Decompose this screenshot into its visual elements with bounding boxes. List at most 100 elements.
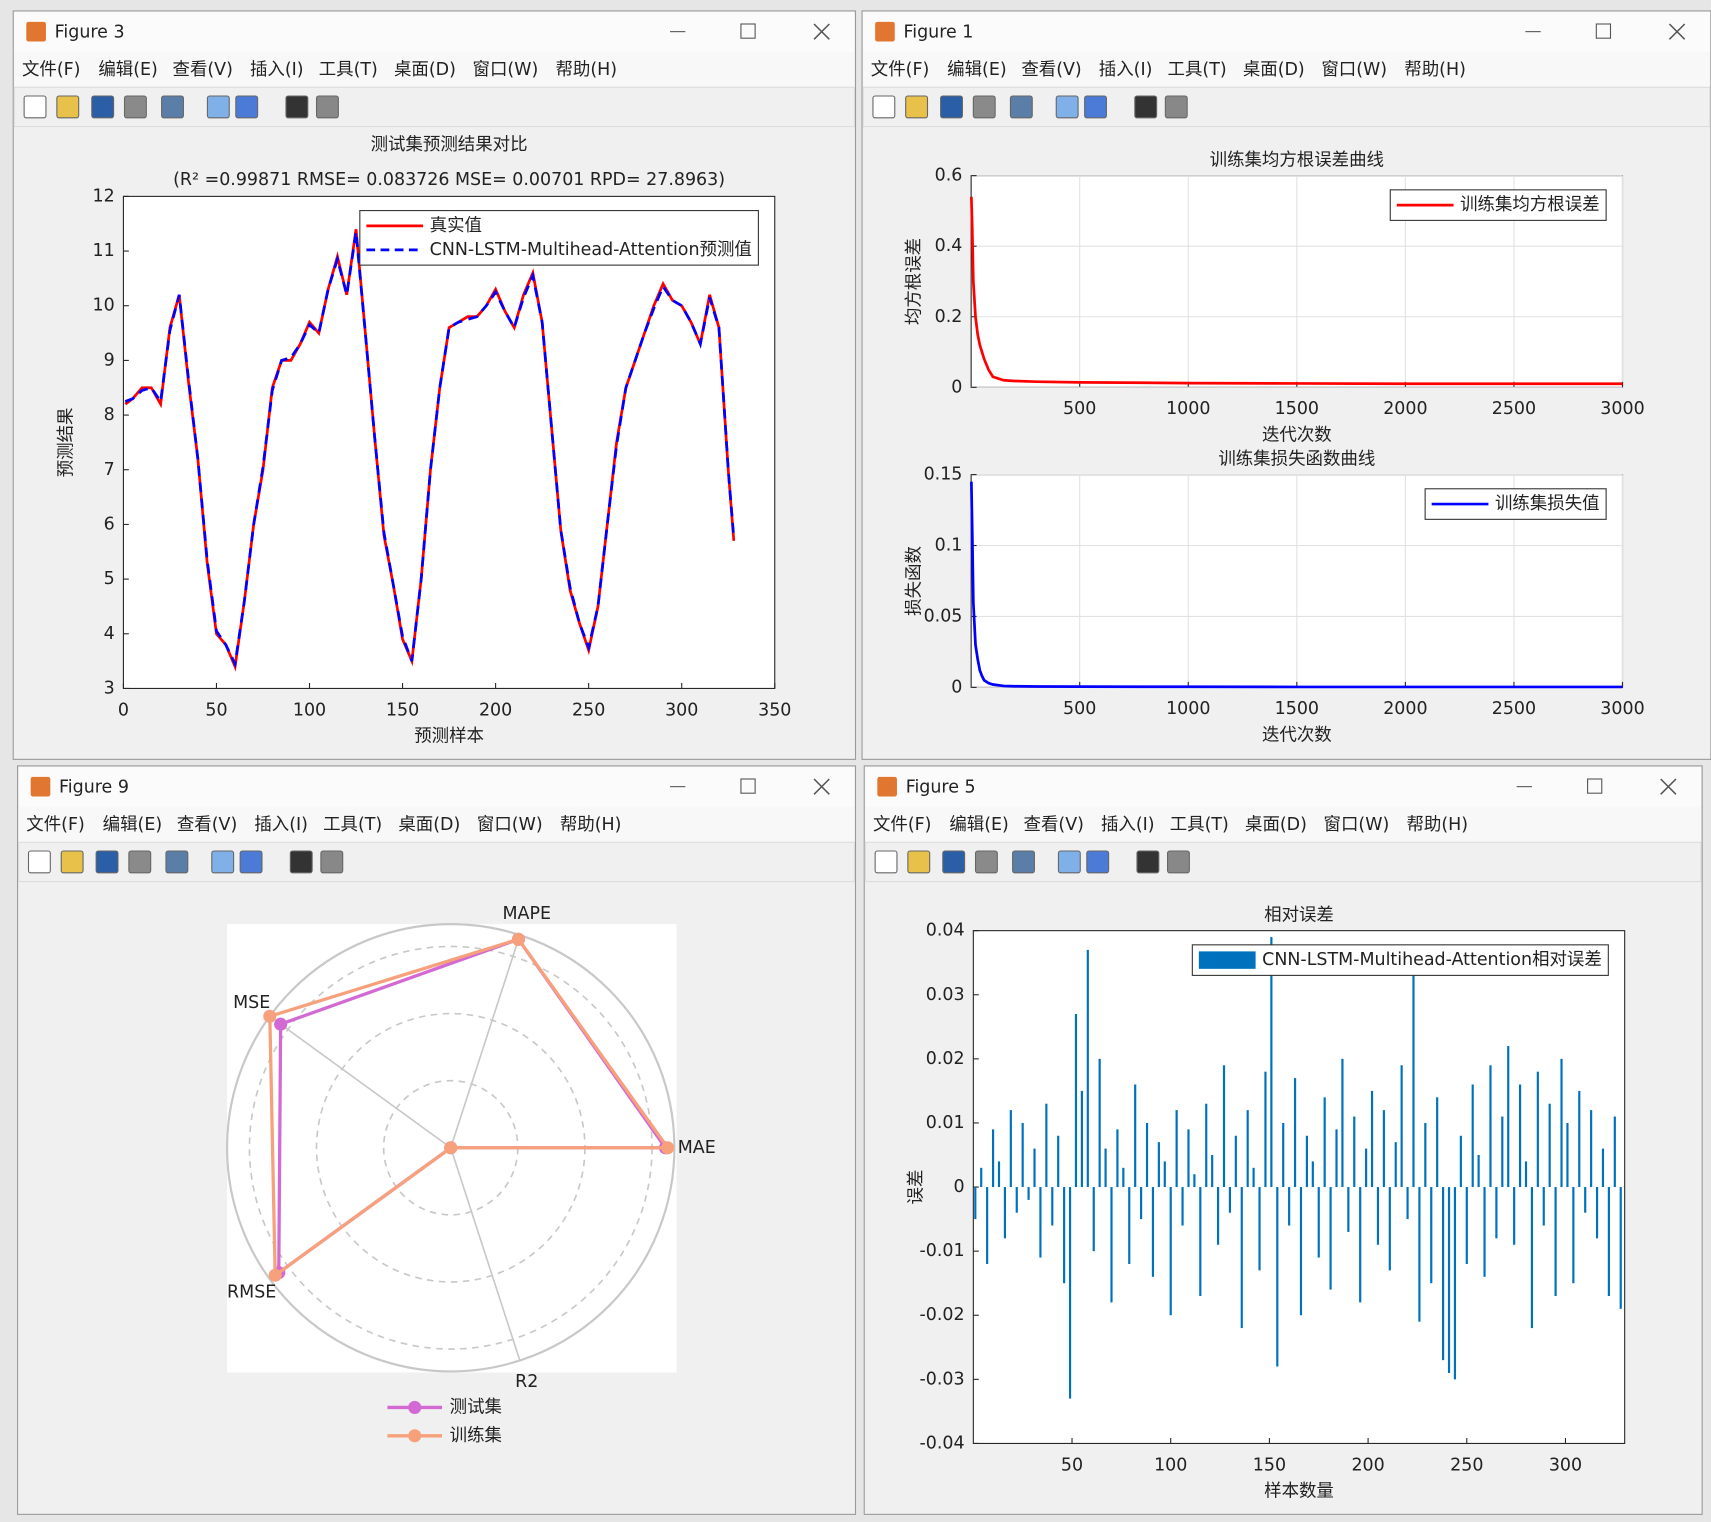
menu-item[interactable]: 帮助(H) — [555, 60, 617, 80]
toolbar-button[interactable] — [289, 850, 313, 874]
bar — [1140, 1187, 1143, 1220]
toolbar-button[interactable] — [1134, 95, 1158, 119]
toolbar-button[interactable] — [1009, 95, 1033, 119]
menu-item[interactable]: 工具(T) — [323, 815, 382, 835]
bar — [1252, 1167, 1255, 1188]
toolbar-button[interactable] — [165, 850, 189, 874]
toolbar-button[interactable] — [206, 95, 230, 119]
menu-item[interactable]: 窗口(W) — [477, 815, 543, 835]
toolbar-button[interactable] — [56, 95, 80, 119]
maximize-button[interactable] — [740, 778, 756, 794]
bar — [997, 1161, 1001, 1188]
toolbar-button[interactable] — [872, 95, 896, 119]
toolbar-button[interactable] — [315, 95, 339, 119]
toolbar — [18, 841, 855, 883]
maximize-button[interactable] — [1587, 778, 1603, 794]
toolbar-button[interactable] — [1166, 850, 1190, 874]
menu-item[interactable]: 窗口(W) — [1324, 815, 1390, 835]
toolbar-button[interactable] — [1084, 95, 1107, 119]
menu-item[interactable]: 插入(I) — [1099, 60, 1153, 80]
toolbar-button[interactable] — [940, 95, 963, 119]
toolbar-button[interactable] — [972, 95, 996, 119]
toolbar-button[interactable] — [1055, 95, 1079, 119]
menu-item[interactable]: 帮助(H) — [1404, 60, 1466, 80]
toolbar-button[interactable] — [320, 850, 344, 874]
bar — [1359, 1187, 1362, 1303]
menu-item[interactable]: 编辑(E) — [947, 60, 1007, 80]
radar-axis-label: RMSE — [227, 1282, 276, 1302]
menu-item[interactable]: 文件(F) — [26, 815, 85, 835]
menu-item[interactable]: 插入(I) — [1101, 815, 1155, 835]
bar — [1234, 1135, 1237, 1188]
maximize-button[interactable] — [1595, 23, 1612, 39]
toolbar-button[interactable] — [211, 850, 235, 874]
y-tick-label: 0.6 — [935, 166, 963, 186]
menu-item[interactable]: 插入(I) — [250, 60, 304, 80]
menu-item[interactable]: 查看(V) — [1021, 60, 1081, 80]
toolbar-button[interactable] — [1136, 850, 1160, 874]
toolbar-button[interactable] — [239, 850, 263, 874]
bar — [1613, 1116, 1616, 1188]
close-button[interactable] — [813, 23, 830, 40]
y-tick-label: 0 — [951, 377, 962, 397]
toolbar-button[interactable] — [1057, 850, 1081, 874]
menu-item[interactable]: 文件(F) — [871, 60, 930, 80]
menu-item[interactable]: 工具(T) — [319, 60, 378, 80]
x-axis-label: 预测样本 — [414, 726, 484, 746]
y-tick-label: -0.04 — [919, 1433, 964, 1453]
toolbar-button[interactable] — [95, 850, 119, 874]
toolbar-button[interactable] — [1012, 850, 1035, 874]
menu-item[interactable]: 文件(F) — [22, 60, 81, 80]
toolbar-button[interactable] — [60, 850, 84, 874]
menu-item[interactable]: 编辑(E) — [949, 815, 1009, 835]
menu-item[interactable]: 桌面(D) — [398, 815, 460, 835]
bar — [1513, 1187, 1516, 1245]
menu-item[interactable]: 帮助(H) — [560, 815, 622, 835]
bar — [1145, 1122, 1149, 1188]
menu-item[interactable]: 文件(F) — [873, 815, 932, 835]
menu-item[interactable]: 窗口(W) — [473, 60, 539, 80]
toolbar-button[interactable] — [128, 850, 152, 874]
toolbar-button[interactable] — [974, 850, 998, 874]
toolbar-button[interactable] — [161, 95, 184, 119]
menu-bar — [863, 52, 1710, 88]
menu-item[interactable]: 查看(V) — [173, 60, 233, 80]
toolbar-button[interactable] — [874, 850, 898, 874]
toolbar-button[interactable] — [907, 850, 931, 874]
menu-item[interactable]: 编辑(E) — [103, 815, 163, 835]
toolbar-button[interactable] — [1164, 95, 1188, 119]
menu-item[interactable]: 查看(V) — [1024, 815, 1084, 835]
menu-item[interactable]: 桌面(D) — [1245, 815, 1307, 835]
toolbar-button[interactable] — [1086, 850, 1110, 874]
menu-item[interactable]: 桌面(D) — [394, 60, 456, 80]
toolbar-button[interactable] — [235, 95, 259, 119]
menu-item[interactable]: 编辑(E) — [98, 60, 158, 80]
toolbar-button[interactable] — [942, 850, 966, 874]
menu-item[interactable]: 工具(T) — [1168, 60, 1227, 80]
toolbar-button[interactable] — [285, 95, 309, 119]
x-tick-label: 150 — [386, 700, 419, 720]
menu-item[interactable]: 桌面(D) — [1243, 60, 1305, 80]
menu-item[interactable]: 插入(I) — [254, 815, 308, 835]
menu-item[interactable]: 窗口(W) — [1321, 60, 1387, 80]
maximize-button[interactable] — [740, 23, 756, 39]
y-tick-label: 6 — [104, 514, 115, 534]
close-button[interactable] — [1668, 23, 1686, 40]
toolbar-button[interactable] — [91, 95, 115, 119]
toolbar-button[interactable] — [23, 95, 47, 119]
menu-item[interactable]: 工具(T) — [1170, 815, 1229, 835]
close-button[interactable] — [813, 778, 830, 795]
toolbar-button[interactable] — [905, 95, 929, 119]
legend-box — [1191, 944, 1609, 976]
bar — [1270, 937, 1273, 1188]
menu-item[interactable]: 查看(V) — [177, 815, 237, 835]
x-tick-label: 2500 — [1492, 699, 1536, 719]
toolbar-button[interactable] — [123, 95, 147, 119]
toolbar-button[interactable] — [27, 850, 51, 874]
toolbar — [862, 86, 1711, 128]
close-button[interactable] — [1660, 778, 1677, 795]
menu-item[interactable]: 帮助(H) — [1406, 815, 1468, 835]
bar — [1098, 1058, 1101, 1188]
bar — [1471, 1084, 1474, 1188]
bar — [1436, 1097, 1439, 1188]
